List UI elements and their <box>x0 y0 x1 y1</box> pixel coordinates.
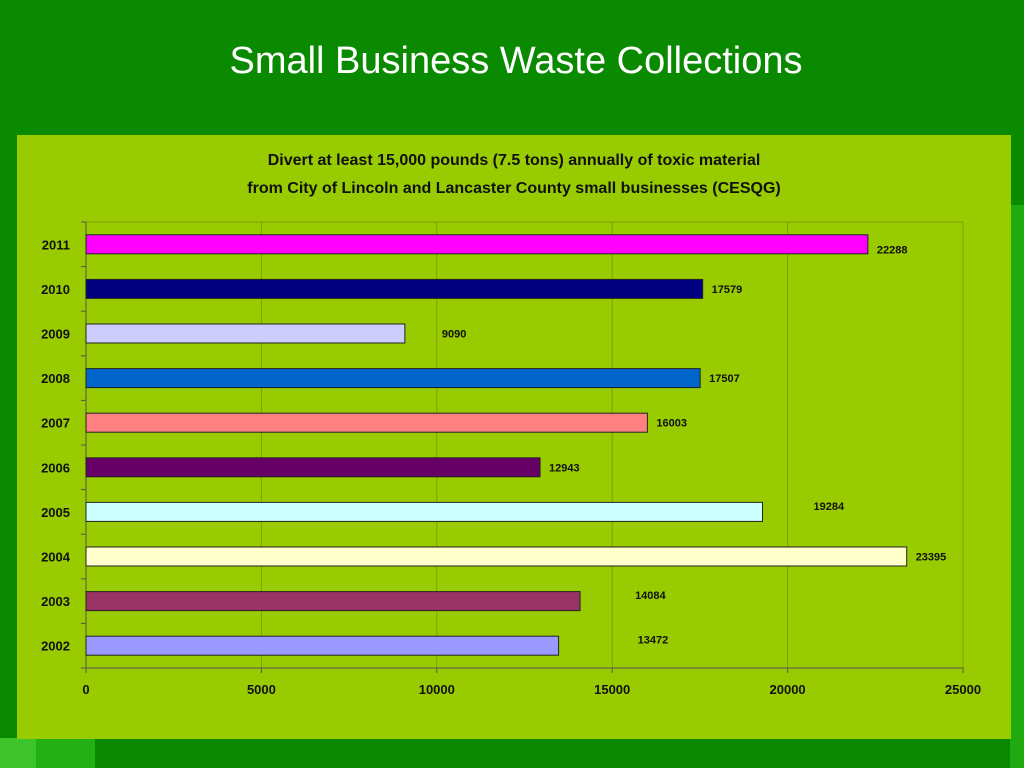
y-tick-label: 2009 <box>41 327 70 342</box>
bar-2002 <box>85 635 560 656</box>
bar-2007 <box>85 412 648 433</box>
bar-2008 <box>85 368 701 389</box>
slide-title: Small Business Waste Collections <box>229 40 803 82</box>
bar-2004 <box>85 546 908 567</box>
data-label-2011: 22288 <box>877 244 908 256</box>
chart-title-line-1: Divert at least 15,000 pounds (7.5 tons)… <box>267 152 761 169</box>
bar-2010 <box>85 278 704 299</box>
x-tick-label: 25000 <box>945 682 981 697</box>
data-label-2006: 12943 <box>549 462 580 474</box>
y-tick-label: 2007 <box>41 416 70 431</box>
background-accent-corner <box>0 738 36 768</box>
chart-title-line-2: from City of Lincoln and Lancaster Count… <box>247 180 781 197</box>
x-tick-label: 0 <box>82 682 89 697</box>
x-tick-label: 5000 <box>247 682 276 697</box>
chart-panel: Divert at least 15,000 pounds (7.5 tons)… <box>17 135 1011 739</box>
y-tick-label: 2002 <box>41 639 70 654</box>
y-tick-label: 2005 <box>41 505 70 520</box>
data-label-2008: 17507 <box>709 373 740 385</box>
y-tick-label: 2003 <box>41 594 70 609</box>
y-tick-label: 2006 <box>41 460 70 475</box>
data-label-2002: 13472 <box>638 635 669 647</box>
data-label-2007: 16003 <box>656 418 687 430</box>
background-accent-right <box>1010 205 1024 768</box>
data-label-2009: 9090 <box>442 329 466 341</box>
y-tick-label: 2004 <box>41 550 71 565</box>
bar-2006 <box>85 457 541 478</box>
bar-2003 <box>85 591 581 612</box>
data-label-2003: 14084 <box>635 590 666 602</box>
y-tick-label: 2011 <box>42 237 70 252</box>
x-tick-label: 15000 <box>594 682 630 697</box>
x-tick-label: 10000 <box>419 682 455 697</box>
bar-2009 <box>85 323 406 344</box>
bar-2005 <box>85 501 763 522</box>
data-label-2010: 17579 <box>712 284 743 296</box>
y-tick-label: 2010 <box>41 282 70 297</box>
bar-2011 <box>85 234 869 255</box>
x-tick-label: 20000 <box>770 682 806 697</box>
y-tick-label: 2008 <box>41 371 70 386</box>
data-label-2004: 23395 <box>916 552 947 564</box>
data-label-2005: 19284 <box>813 501 844 513</box>
bar-chart: 0 5000 10000 15000 20000 25000 2011 22288 2010 17… <box>41 221 981 697</box>
chart-title: Divert at least 15,000 pounds (7.5 tons)… <box>17 147 1011 203</box>
